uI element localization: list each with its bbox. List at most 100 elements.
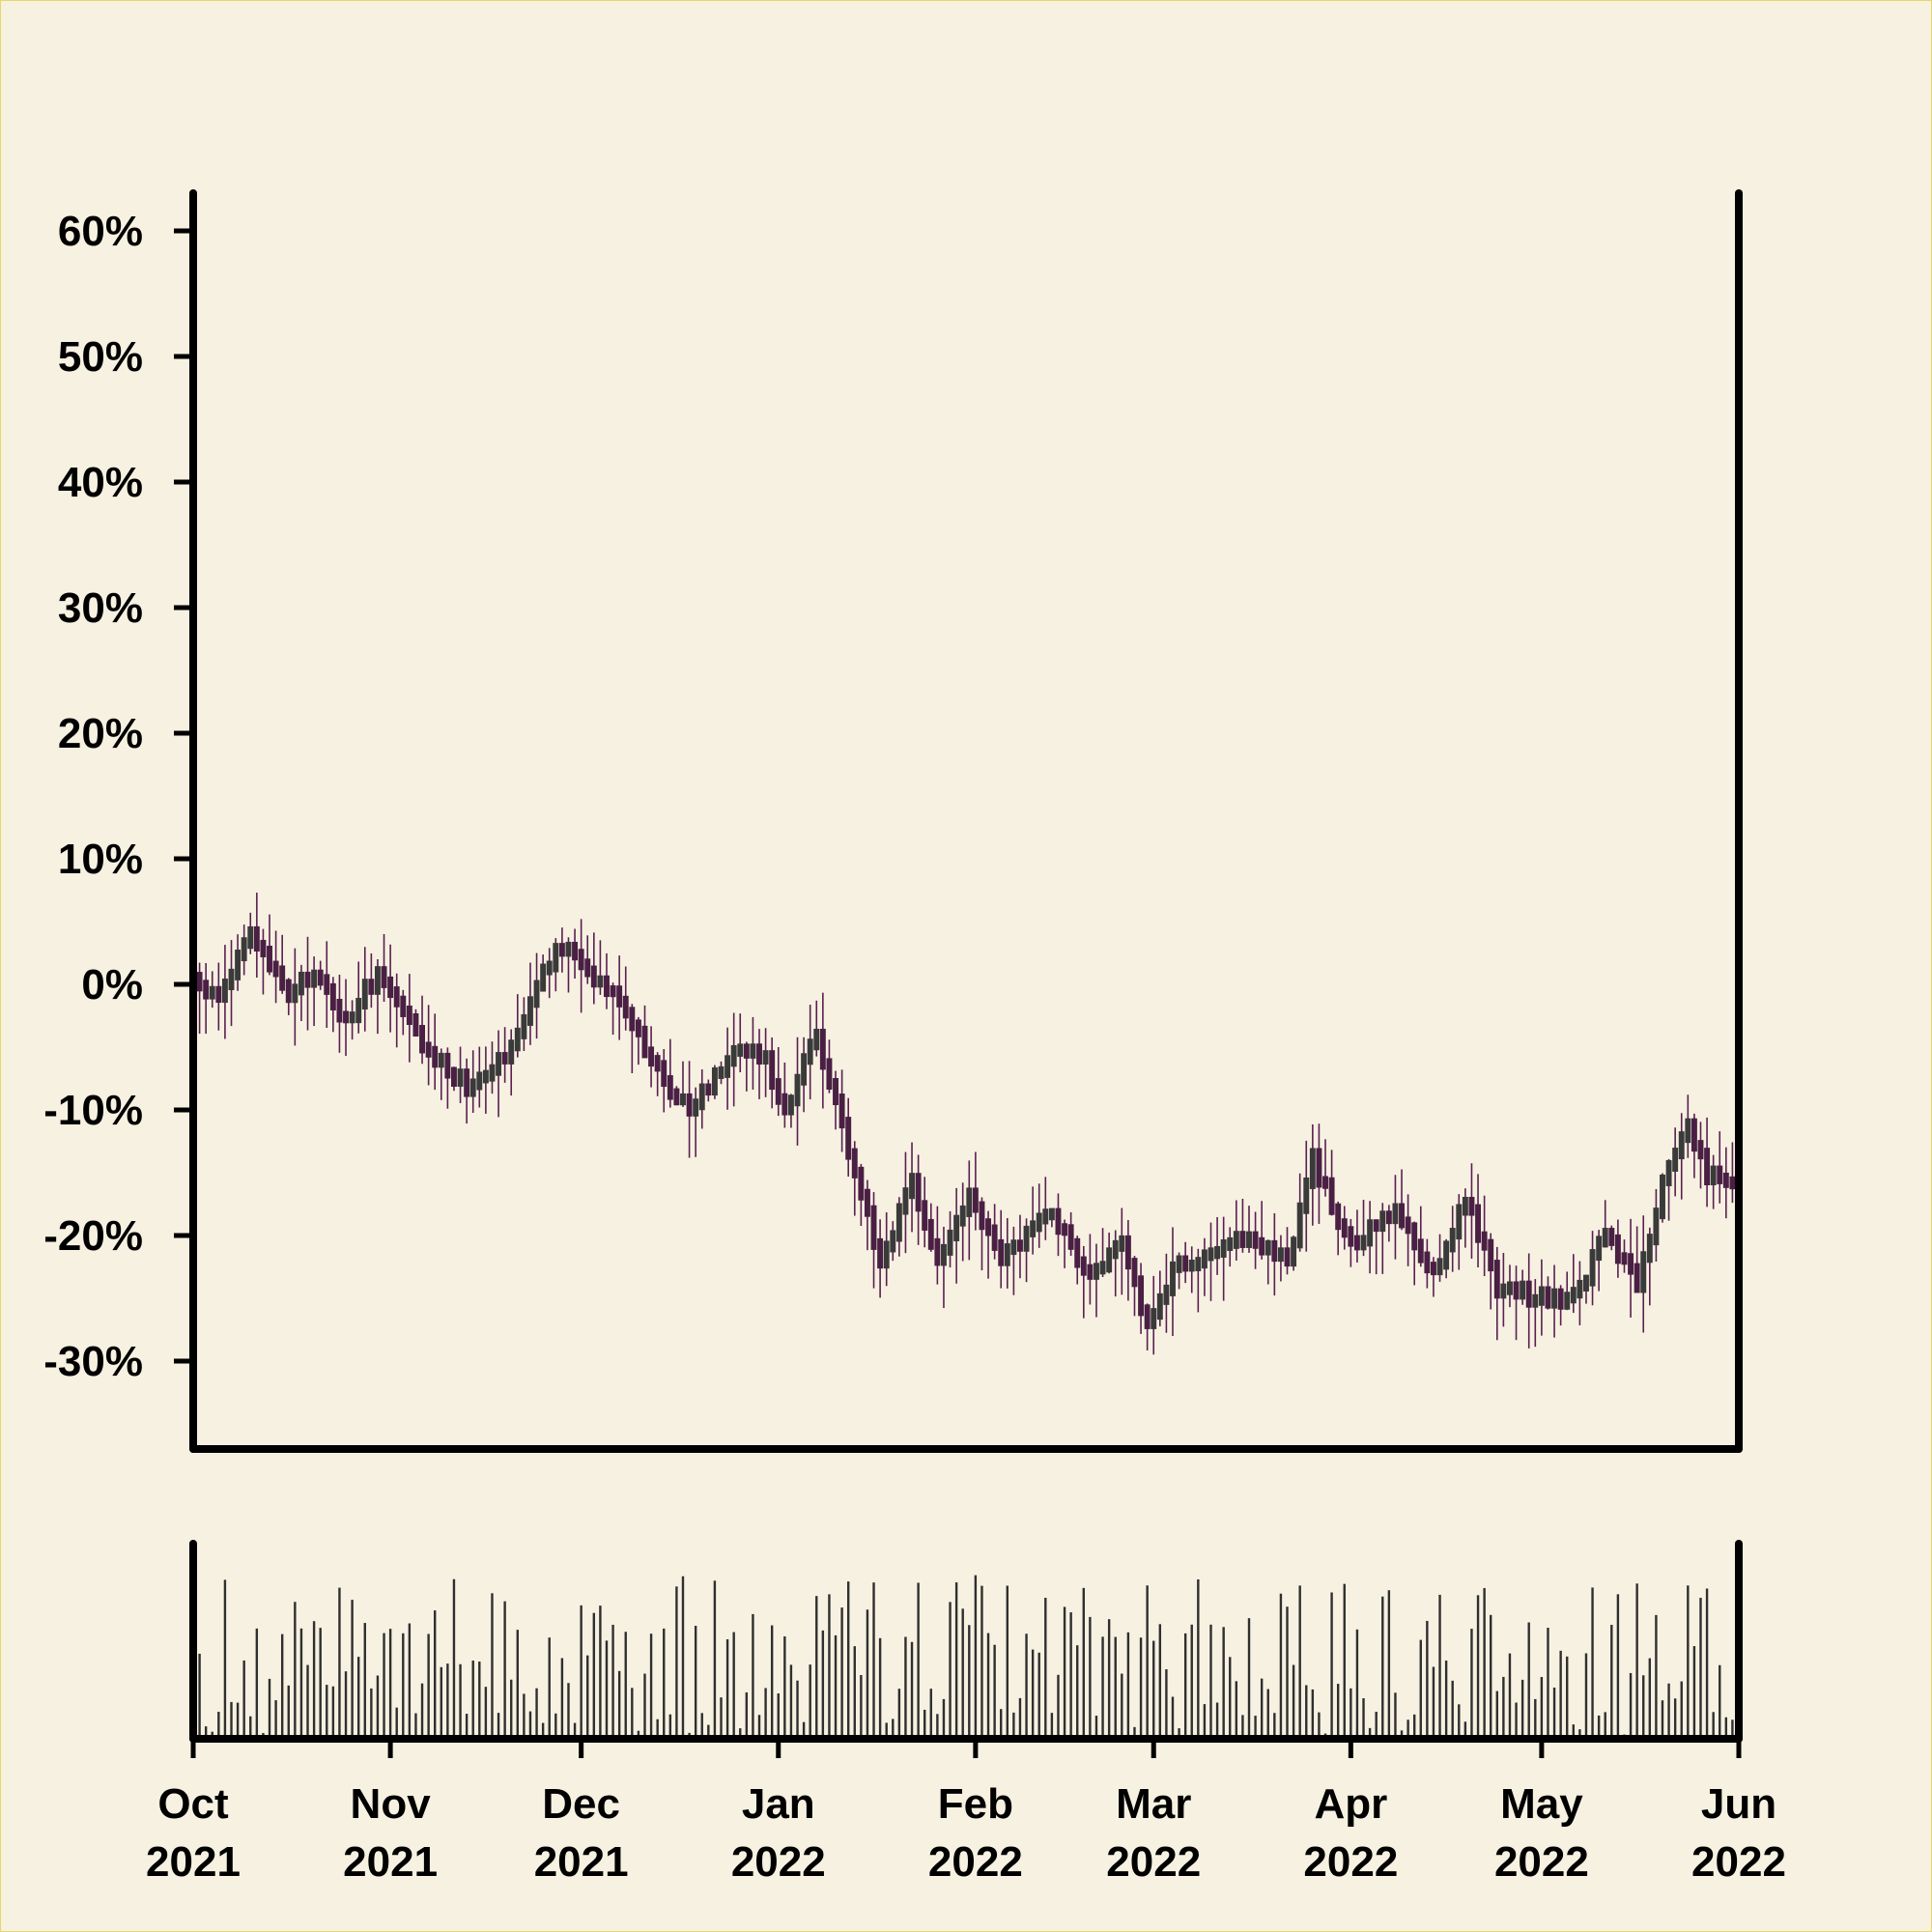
volume-bar [356, 1657, 360, 1735]
volume-bar [395, 1707, 398, 1735]
candle-body [807, 1038, 813, 1065]
candle-body [412, 1013, 419, 1037]
volume-bar [1719, 1664, 1721, 1735]
candle-body [476, 1071, 483, 1091]
volume-bar [280, 1634, 284, 1735]
candle-body [1462, 1196, 1468, 1216]
volume-bar [1419, 1639, 1422, 1735]
volume-bar [1260, 1678, 1264, 1735]
volume-bar [1680, 1681, 1683, 1735]
candle-body [196, 972, 203, 992]
volume-bar [694, 1626, 697, 1735]
candle-body [1119, 1235, 1125, 1252]
candle-body [775, 1078, 781, 1105]
volume-bar [675, 1586, 678, 1735]
volume-bar [821, 1630, 825, 1735]
volume-bar [586, 1655, 589, 1735]
volume-bar [770, 1625, 774, 1735]
candle-body [1373, 1219, 1379, 1233]
volume-bar [1031, 1649, 1035, 1735]
candle-body [959, 1205, 966, 1227]
candle-body [1303, 1177, 1310, 1214]
candle-body [616, 985, 623, 1008]
candle-body [584, 958, 591, 978]
volume-bar [204, 1726, 208, 1735]
candle-body [381, 966, 387, 988]
candle-body [947, 1229, 953, 1256]
volume-bar [1323, 1733, 1327, 1735]
volume-bar [1566, 1656, 1569, 1735]
candle-body [1678, 1131, 1685, 1160]
x-tick-month: May [1500, 1780, 1583, 1828]
volume-bar [516, 1630, 520, 1735]
volume-bar [1495, 1690, 1498, 1735]
y-tick-label: 50% [58, 333, 143, 381]
volume-bar [299, 1628, 303, 1735]
candle-body [737, 1043, 744, 1057]
candle-body [1392, 1203, 1399, 1225]
candle-body [374, 966, 381, 995]
volume-bar [1578, 1729, 1581, 1735]
volume-bar [949, 1602, 952, 1735]
volume-bar [1006, 1585, 1009, 1735]
candle-body [1697, 1140, 1704, 1160]
volume-bar [1146, 1585, 1149, 1735]
volume-bar [802, 1721, 806, 1735]
x-tick-year: 2022 [731, 1838, 826, 1886]
volume-bar [1057, 1674, 1060, 1735]
candle-body [1131, 1258, 1138, 1288]
candle-body [527, 996, 533, 1026]
candle-body [1124, 1235, 1131, 1270]
volume-bar [1610, 1625, 1613, 1735]
volume-bar [1082, 1587, 1086, 1735]
volume-bar [910, 1641, 914, 1735]
candle-body [953, 1214, 960, 1241]
volume-bar [268, 1678, 271, 1735]
volume-bar [1197, 1578, 1200, 1735]
volume-bar [974, 1575, 978, 1735]
volume-bar [853, 1646, 856, 1735]
candle-body [1710, 1165, 1717, 1185]
candle-body [419, 1025, 425, 1054]
candle-body [1341, 1218, 1348, 1238]
x-tick-month: Dec [542, 1780, 620, 1828]
x-tick-year: 2022 [928, 1838, 1023, 1886]
volume-bar [242, 1660, 245, 1735]
x-tick-year: 2022 [1106, 1838, 1201, 1886]
candle-body [1551, 1288, 1558, 1309]
volume-bar [452, 1578, 456, 1735]
volume-bar [541, 1722, 545, 1735]
candle-body [496, 1052, 502, 1076]
candle-body [546, 960, 553, 976]
volume-bar [1273, 1713, 1276, 1735]
y-tick-label: 30% [58, 584, 143, 632]
volume-bar [1616, 1594, 1620, 1735]
candle-body [1284, 1247, 1291, 1267]
volume-bar [1444, 1661, 1448, 1735]
volume-bar [1069, 1612, 1072, 1735]
volume-bar [1490, 1614, 1492, 1735]
candle-body [235, 950, 242, 980]
volume-bar [1183, 1633, 1187, 1735]
volume-bar [1667, 1683, 1670, 1735]
volume-bar [1178, 1728, 1180, 1735]
candle-body [329, 982, 336, 1010]
candle-body [1564, 1292, 1571, 1310]
x-tick-month: Feb [938, 1780, 1013, 1828]
volume-bar [643, 1673, 646, 1735]
volume-bar [745, 1691, 749, 1735]
candle-body [686, 1093, 693, 1117]
x-axis-ticks: Oct 2021 Nov 2021 Dec 2021 Jan 2022 Feb 2022 Mar 20… [146, 1739, 1786, 1886]
volume-bar [968, 1625, 971, 1735]
candle-body [801, 1053, 808, 1086]
volume-bar [1330, 1592, 1333, 1735]
x-tick-year: 2022 [1494, 1838, 1589, 1886]
candle-body [635, 1019, 641, 1037]
candle-body [1545, 1286, 1551, 1309]
volume-bar [223, 1579, 227, 1735]
candle-body [1443, 1240, 1450, 1270]
volume-bar [1350, 1688, 1352, 1735]
volume-bar [828, 1594, 831, 1735]
volume-bar [1476, 1595, 1480, 1735]
candle-body [922, 1200, 928, 1231]
